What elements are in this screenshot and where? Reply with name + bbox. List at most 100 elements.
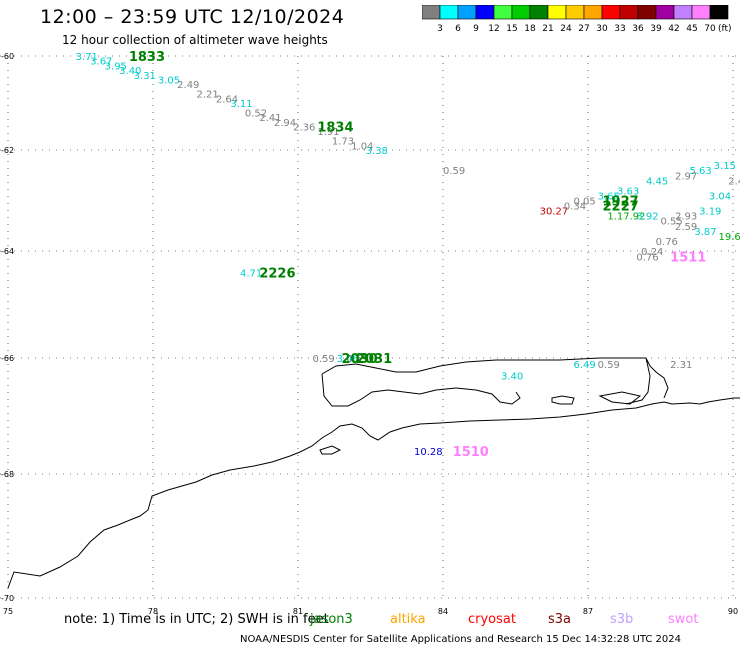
footer-credit: NOAA/NESDIS Center for Satellite Applica… (240, 634, 682, 645)
longitude-label: 90 (728, 607, 738, 616)
wave-height-value: 2.21 (197, 90, 219, 101)
wave-height-value: 3.05 (158, 76, 180, 87)
wave-height-value: 3.87 (694, 227, 716, 238)
colorbar-tick-label: 24 (560, 24, 572, 34)
wave-height-value: 3.65 (598, 191, 620, 202)
colorbar-tick-label: 6 (455, 24, 461, 34)
coast-inlet (598, 391, 642, 405)
island-outline-small (319, 445, 342, 455)
wave-height-value: 19.64 (719, 232, 740, 243)
legend-s3b: s3b (610, 612, 634, 627)
wave-height-value: 2.49 (177, 80, 199, 91)
wave-height-value: 0.24 (641, 247, 663, 258)
wave-height-colorbar: 3 6 9 12 15 18 21 24 27 30 33 36 39 42 45 70 (ft) (422, 5, 732, 34)
axis-labels: -60 -62 -64 -66 -68 -70 75 78 81 84 87 90 (1, 52, 738, 616)
colorbar-tick-label: 36 (632, 24, 644, 34)
latitude-label: -70 (1, 594, 14, 603)
wave-height-value: 2.97 (675, 171, 697, 182)
latitude-label: -60 (1, 52, 14, 61)
wave-height-value: 30.27 (540, 207, 569, 218)
latitude-label: -66 (1, 354, 14, 363)
wave-height-value: 2.93 (675, 212, 697, 223)
colorbar-tick-label: 70 (704, 24, 716, 34)
map-gridlines (0, 55, 740, 600)
longitude-label: 75 (3, 607, 13, 616)
island-outline (551, 395, 575, 405)
pass-id-label: 1511 (670, 250, 706, 265)
legend-s3a: s3a (548, 612, 572, 627)
pass-id-label: 2227 (603, 200, 639, 215)
wave-height-value: 3.04 (709, 191, 731, 202)
wave-height-value: 2.59 (675, 222, 697, 233)
pass-id-label: 1927 (603, 195, 639, 210)
wave-height-value: 0.05 (574, 197, 596, 208)
wave-height-value: 2.43 (728, 176, 740, 187)
latitude-label: -68 (1, 470, 14, 479)
wave-height-value: 3.19 (699, 207, 721, 218)
map-title: 12:00 – 23:59 UTC 12/10/2024 (40, 6, 345, 28)
legend-jason3: jason3 (310, 612, 353, 627)
wave-height-value: 2.31 (670, 360, 692, 371)
colorbar-tick-label: 3 (437, 24, 443, 34)
colorbar-tick-label: 30 (596, 24, 608, 34)
wave-height-value: 0.34 (564, 202, 586, 213)
map-subtitle: 12 hour collection of altimeter wave hei… (62, 33, 328, 47)
wave-height-value: 2.36 (293, 123, 315, 134)
wave-height-value: 4.71 (240, 268, 262, 279)
colorbar-tick-label: 39 (650, 24, 662, 34)
legend-altika: altika (390, 612, 426, 627)
wave-height-value: 5.63 (690, 166, 712, 177)
longitude-label: 78 (148, 607, 158, 616)
wave-height-value: 3.67 (90, 57, 112, 68)
wave-height-value: 3.63 (617, 186, 639, 197)
wave-height-value: 1.17.92 (607, 212, 645, 223)
coastline (7, 397, 740, 589)
latitude-label: -62 (1, 146, 14, 155)
wave-height-value: 3.46 (337, 354, 359, 365)
colorbar-tick-label: 12 (488, 24, 499, 34)
wave-height-value: 1.04 (351, 141, 373, 152)
colorbar-tick-label: 33 (614, 24, 625, 34)
wave-height-value: 3.71 (76, 52, 98, 63)
longitude-label: 81 (293, 607, 303, 616)
longitude-label: 84 (438, 607, 448, 616)
wave-height-value: 3.38 (366, 146, 388, 157)
wave-height-value: 4.45 (646, 176, 668, 187)
longitude-label: 87 (583, 607, 593, 616)
wave-height-value: 2.64 (216, 94, 238, 105)
colorbar-tick-label: 45 (686, 24, 697, 34)
wave-height-value: 0.59 (346, 354, 368, 365)
wave-height-value: 0.59 (313, 354, 335, 365)
wave-height-value: 0.52 (245, 108, 267, 119)
wave-height-value: 10.28 (414, 447, 443, 458)
wave-height-readings: 3.713.673.953.403.31 3.052.492.212.643.11… (76, 52, 740, 458)
pass-id-label: 2226 (259, 266, 295, 281)
wave-height-value: 1.73 (332, 137, 354, 148)
pass-id-label: 2031 (356, 352, 392, 367)
wave-height-value: 0.76 (636, 252, 658, 263)
wave-height-value: 3.15 (714, 161, 736, 172)
wave-height-value: 0.59 (598, 360, 620, 371)
colorbar-tick-label: 21 (542, 24, 553, 34)
wave-height-value: 3.40 (501, 371, 523, 382)
colorbar-swatch (709, 5, 729, 20)
legend-cryosat: cryosat (468, 612, 516, 627)
legend-swot: swot (668, 612, 699, 627)
wave-height-value: 3.40 (119, 66, 141, 77)
colorbar-tick-label: 27 (578, 24, 589, 34)
pass-id-label: 1834 (317, 121, 353, 136)
wave-height-value: 3.31 (134, 71, 156, 82)
units-note: note: 1) Time is in UTC; 2) SWH is in fe… (64, 612, 329, 627)
wave-height-value: 6.49 (574, 360, 596, 371)
wave-height-value: 0.55 (661, 217, 683, 228)
ice-shelf-outline (321, 357, 669, 407)
wave-height-value: 3.11 (230, 99, 252, 110)
wave-height-value: 1.91 (317, 127, 339, 138)
colorbar-tick-label: 18 (524, 24, 536, 34)
pass-id-label: 1510 (453, 445, 489, 460)
wave-height-value: 0.59 (443, 166, 465, 177)
wave-height-value: 0.76 (656, 237, 678, 248)
wave-height-value: 2.94 (274, 118, 296, 129)
